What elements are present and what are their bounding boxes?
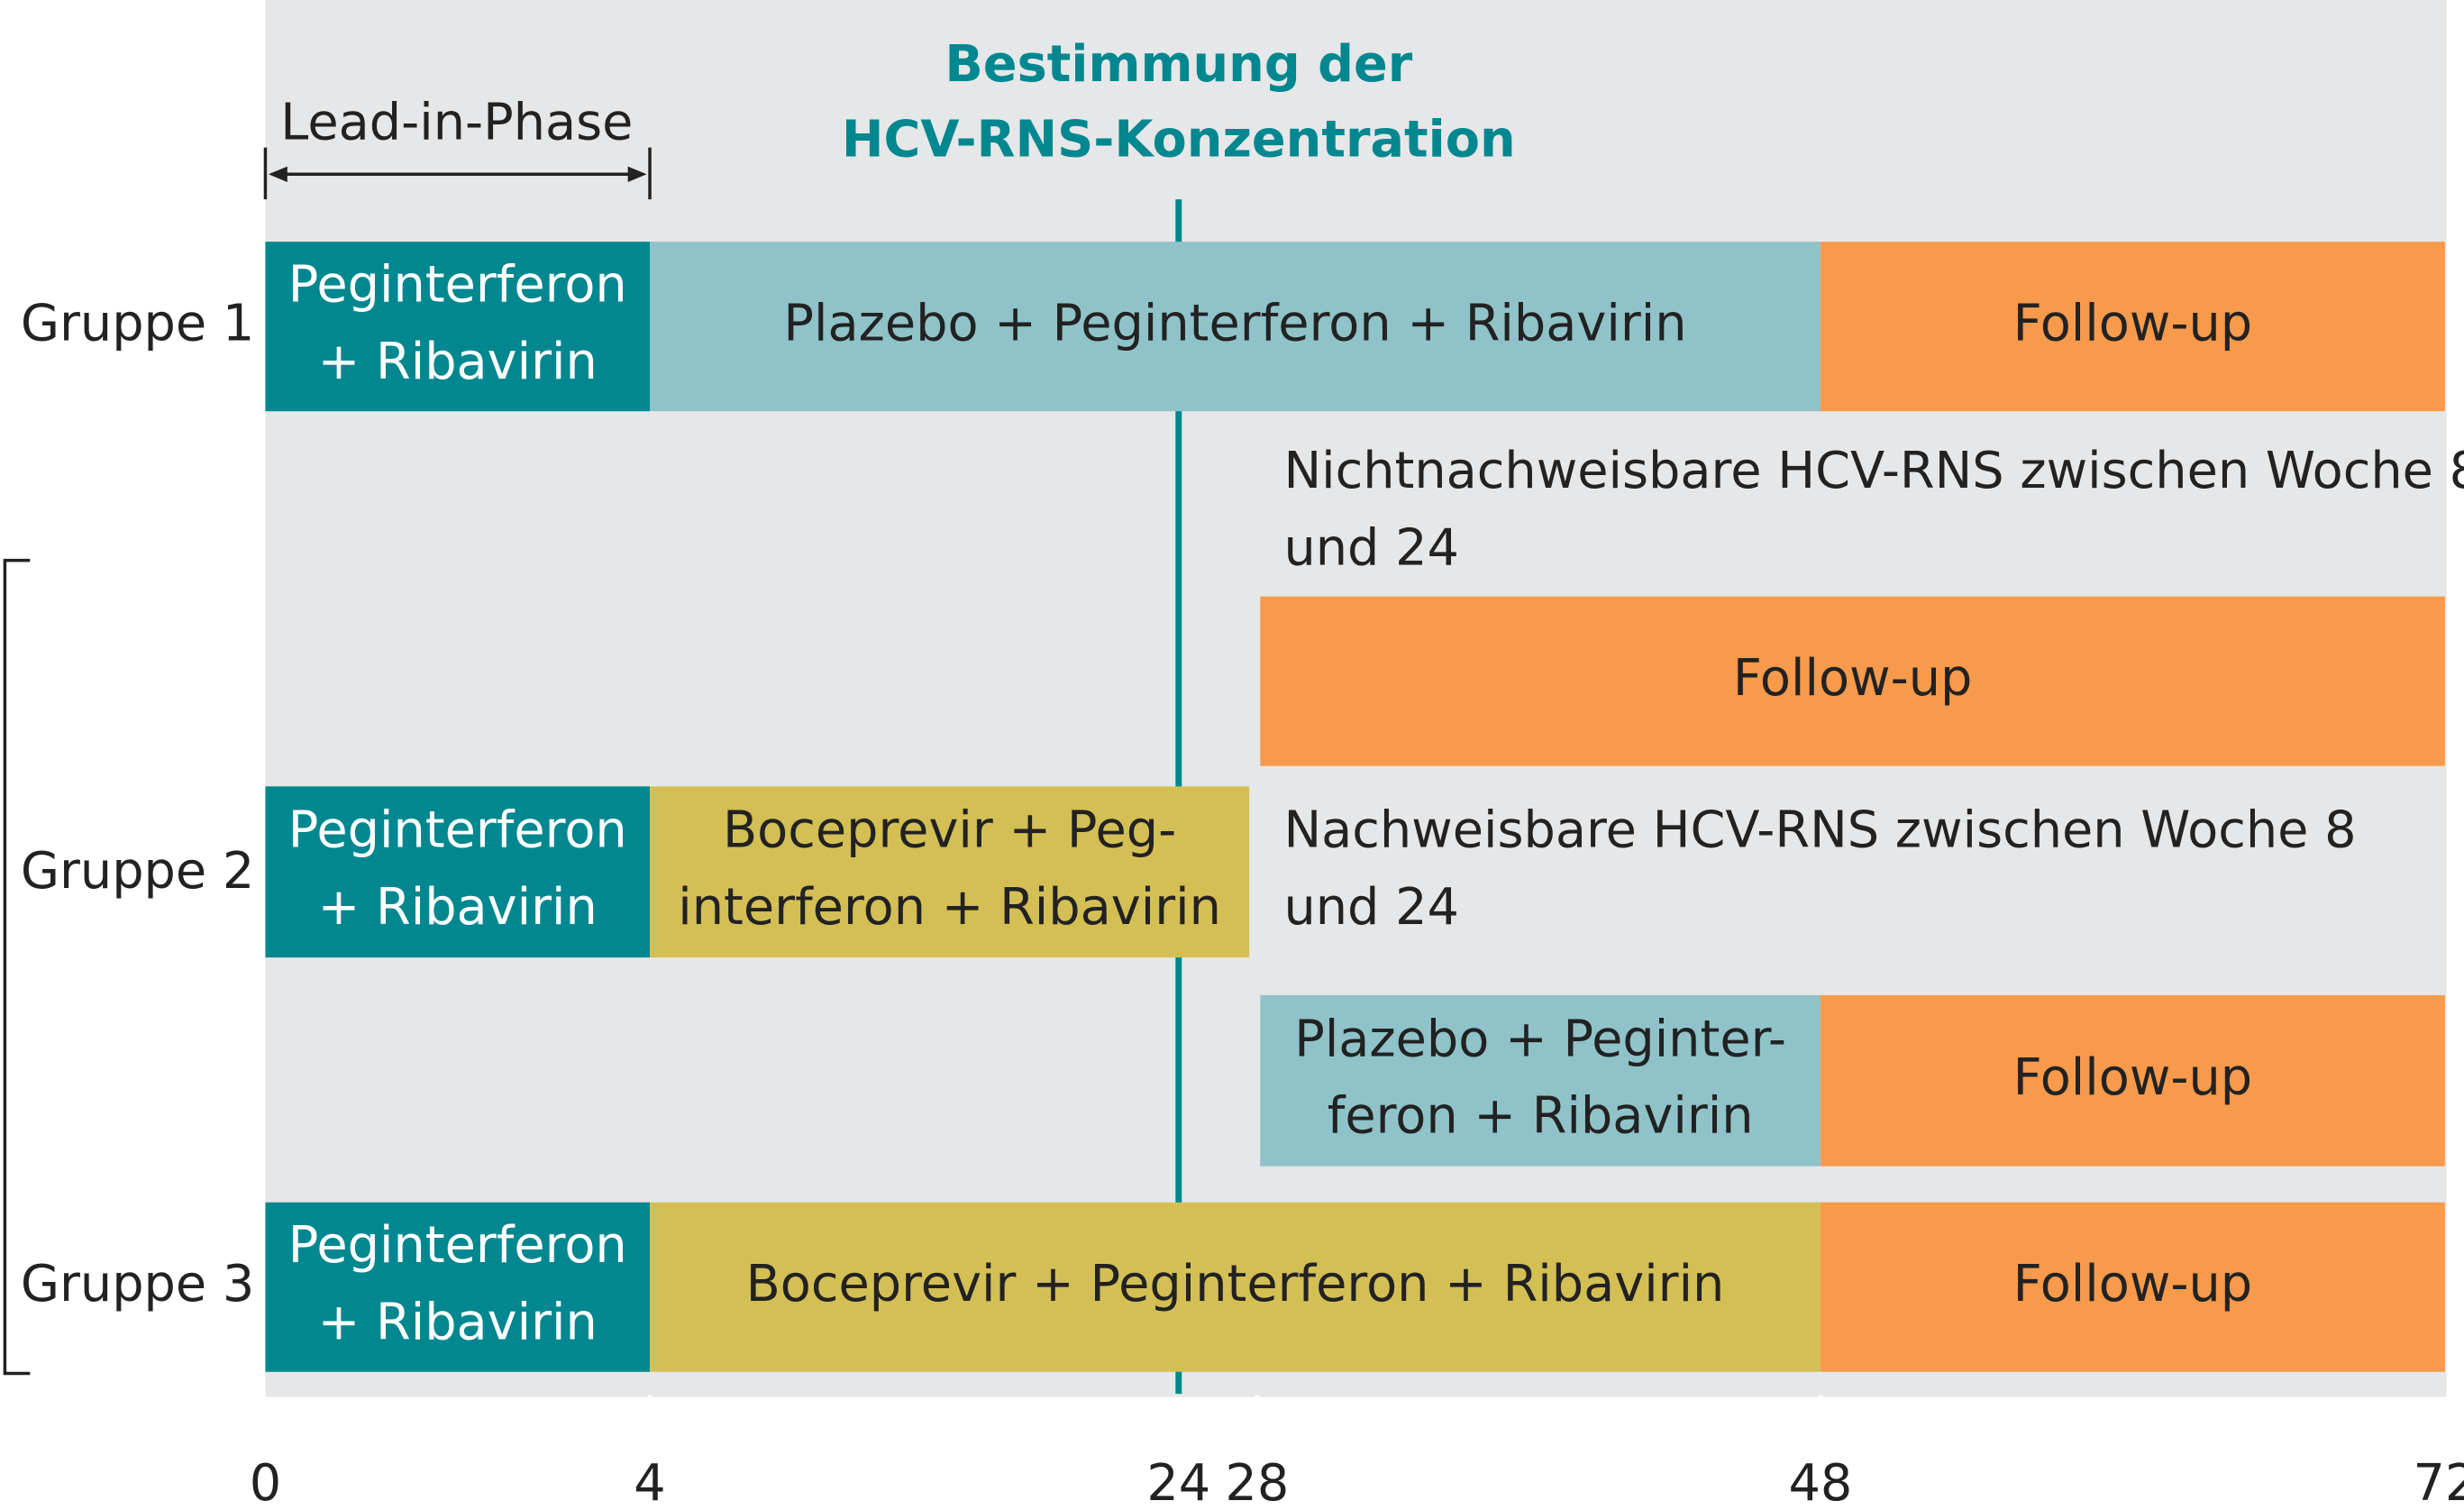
bar-label: Boceprevir + Peg- <box>723 801 1176 860</box>
phase-bar <box>265 786 651 958</box>
bar-label: Plazebo + Peginterferon + Ribavirin <box>783 294 1686 352</box>
phase-bar <box>265 242 651 412</box>
title-line: HCV-RNS-Konzentration <box>842 111 1516 169</box>
bar-label: + Ribavirin <box>318 1294 598 1352</box>
group-label: Gruppe 1 <box>21 294 255 352</box>
bar-label: + Ribavirin <box>318 333 598 391</box>
bar-label: Follow-up <box>2013 1255 2253 1313</box>
tick-label: 28 <box>1225 1454 1289 1510</box>
phase-bar <box>1820 994 2445 1167</box>
condition-note: Nichtnachweisbare HCV-RNS zwischen Woche… <box>1283 442 2464 500</box>
group-bracket <box>3 558 31 1376</box>
tick-label: 0 <box>250 1454 281 1510</box>
bar-label: Follow-up <box>1733 649 1972 708</box>
bar-label: Peginterferon <box>288 256 627 315</box>
phase-bar <box>1820 1202 2445 1372</box>
group-label: Gruppe 2 <box>21 842 255 901</box>
lead-in-arrow <box>263 147 652 200</box>
lead-in-label: Lead-in-Phase <box>280 93 633 151</box>
phase-bar <box>650 242 1821 412</box>
title-line: Bestimmung der <box>945 35 1412 94</box>
tick-label: 24 <box>1146 1454 1210 1510</box>
group-label: Gruppe 3 <box>21 1255 255 1313</box>
condition-note: und 24 <box>1283 878 1459 937</box>
tick-label: 72 <box>2413 1454 2464 1510</box>
bar-label: interferon + Ribavirin <box>678 878 1221 937</box>
phase-bar <box>1260 596 2445 766</box>
bar-label: Peginterferon <box>288 801 627 860</box>
condition-note: Nachweisbare HCV-RNS zwischen Woche 8 <box>1283 801 2356 860</box>
tick-label: 48 <box>1788 1454 1852 1510</box>
phase-bar <box>1820 242 2445 412</box>
bar-label: + Ribavirin <box>318 878 598 937</box>
bar-label: feron + Ribavirin <box>1328 1087 1754 1146</box>
phase-bar <box>650 786 1250 958</box>
bar-label: Follow-up <box>2013 1048 2253 1107</box>
phase-bar <box>1260 994 1821 1167</box>
phase-bar <box>650 1202 1821 1372</box>
bar-label: Follow-up <box>2013 294 2253 352</box>
bar-label: Plazebo + Peginter- <box>1294 1010 1786 1068</box>
bar-label: Peginterferon <box>288 1216 627 1275</box>
tick-label: 4 <box>634 1454 665 1510</box>
phase-bar <box>265 1202 651 1372</box>
condition-note: und 24 <box>1283 518 1459 577</box>
bar-label: Boceprevir + Peginterferon + Ribavirin <box>746 1255 1725 1313</box>
